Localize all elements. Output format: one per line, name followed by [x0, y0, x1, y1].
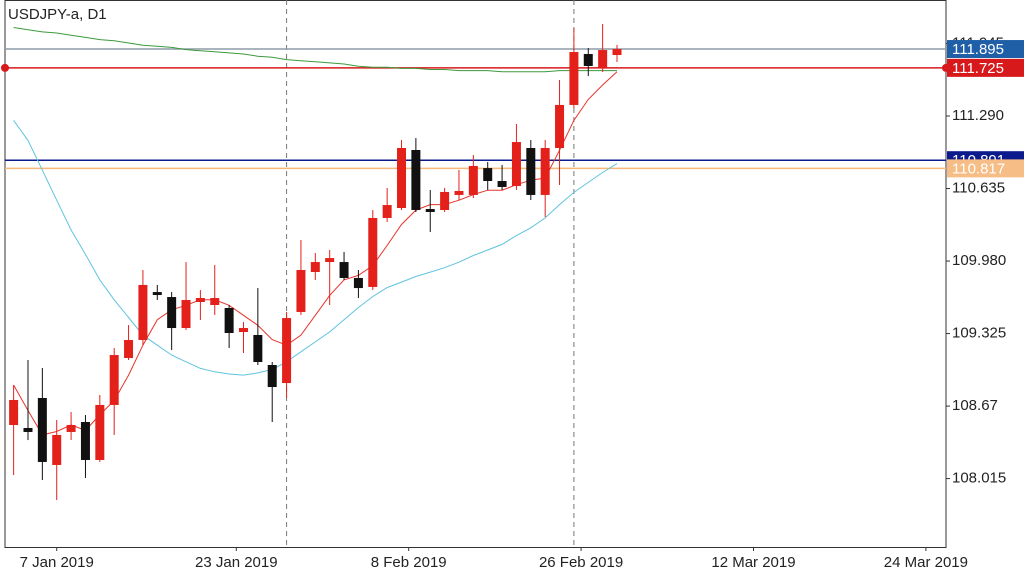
candle-body	[612, 49, 622, 56]
y-tick-label: 110.635	[952, 180, 1005, 197]
candle-body	[52, 434, 62, 465]
y-tick-label: 109.325	[952, 325, 1006, 342]
candle-body	[23, 427, 33, 432]
candle-body	[497, 181, 507, 187]
candle-body	[282, 318, 292, 384]
candle-body	[468, 165, 478, 195]
x-tick-label: 7 Jan 2019	[20, 554, 94, 571]
price-label: 111.725	[952, 60, 1004, 77]
price-label-box	[947, 40, 1024, 59]
x-tick-label: 8 Feb 2019	[371, 554, 447, 571]
x-tick-label: 23 Jan 2019	[195, 554, 278, 571]
candle-body	[224, 307, 234, 334]
y-tick-label: 111.290	[952, 107, 1004, 124]
moving-average	[13, 120, 618, 376]
chart-title: USDJPY-a, D1	[8, 6, 107, 23]
candle-body	[95, 404, 105, 460]
candle-body	[296, 270, 306, 312]
candle-body	[382, 205, 392, 218]
candle-body	[253, 334, 263, 363]
candle-body	[583, 54, 593, 66]
candle-body	[325, 258, 335, 263]
price-label-box	[947, 159, 1024, 178]
price-label: 111.895	[952, 41, 1004, 58]
candle-body	[526, 148, 536, 195]
candle-body	[9, 399, 19, 426]
candle-body	[210, 298, 220, 305]
candle-body	[339, 262, 349, 278]
candle-body	[167, 297, 177, 329]
price-label-box	[947, 58, 1024, 77]
candle-body	[368, 217, 378, 287]
line-anchor	[1, 63, 9, 72]
candle-body	[555, 104, 565, 149]
candle-body	[440, 191, 450, 211]
x-tick-label: 26 Feb 2019	[539, 554, 623, 571]
x-tick-label: 24 Mar 2019	[884, 554, 968, 571]
candle-body	[138, 284, 148, 340]
candle-body	[397, 148, 407, 209]
candle-body	[66, 425, 76, 432]
candle-body	[598, 50, 608, 68]
moving-average	[13, 27, 617, 73]
candle-body	[152, 292, 162, 296]
candle-body	[238, 328, 248, 333]
plot-frame	[4, 0, 947, 548]
candle-body	[109, 355, 119, 405]
candle-body	[310, 262, 320, 273]
candle-body	[353, 277, 363, 289]
x-tick-label: 12 Mar 2019	[711, 554, 795, 571]
candle-body	[124, 339, 134, 359]
candle-body	[569, 52, 579, 105]
price-label: 110.817	[952, 160, 1005, 177]
candle-body	[483, 168, 493, 182]
y-tick-label: 109.980	[952, 252, 1006, 269]
y-tick-label: 108.015	[952, 470, 1006, 487]
candle-body	[181, 300, 191, 329]
candle-body	[267, 364, 277, 388]
candle-body	[454, 190, 464, 195]
candle-body	[195, 298, 205, 303]
y-tick-label: 108.67	[952, 397, 998, 414]
candle-body	[37, 397, 47, 462]
candle-body	[80, 422, 90, 460]
candle-body	[540, 148, 550, 195]
candle-body	[511, 142, 521, 186]
candle-body	[425, 209, 435, 213]
candle-body	[411, 150, 421, 211]
